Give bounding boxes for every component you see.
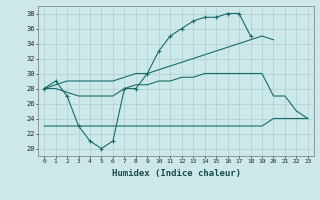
- X-axis label: Humidex (Indice chaleur): Humidex (Indice chaleur): [111, 169, 241, 178]
